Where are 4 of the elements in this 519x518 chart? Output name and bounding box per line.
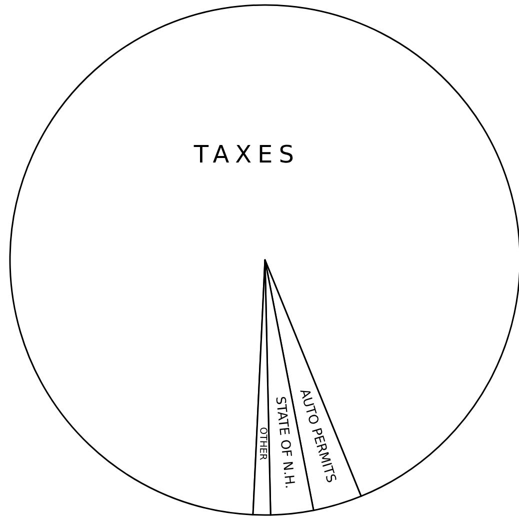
pie-slice [9,4,519,516]
slice-label: TAXES [192,140,300,168]
slice-label: OTHER [256,427,268,461]
slice-label: STATE OF N.H. [272,396,297,490]
